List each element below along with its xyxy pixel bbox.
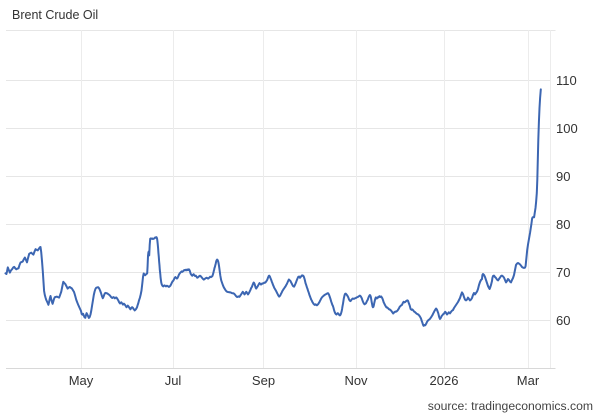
svg-text:70: 70 [556, 265, 570, 280]
svg-text:Mar: Mar [517, 373, 540, 388]
svg-text:2026: 2026 [430, 373, 459, 388]
svg-text:May: May [69, 373, 94, 388]
svg-text:Jul: Jul [165, 373, 182, 388]
svg-text:Nov: Nov [344, 373, 368, 388]
svg-text:Sep: Sep [252, 373, 275, 388]
svg-text:60: 60 [556, 313, 570, 328]
svg-text:90: 90 [556, 169, 570, 184]
svg-text:100: 100 [556, 121, 578, 136]
svg-text:110: 110 [556, 73, 577, 88]
svg-text:80: 80 [556, 217, 570, 232]
